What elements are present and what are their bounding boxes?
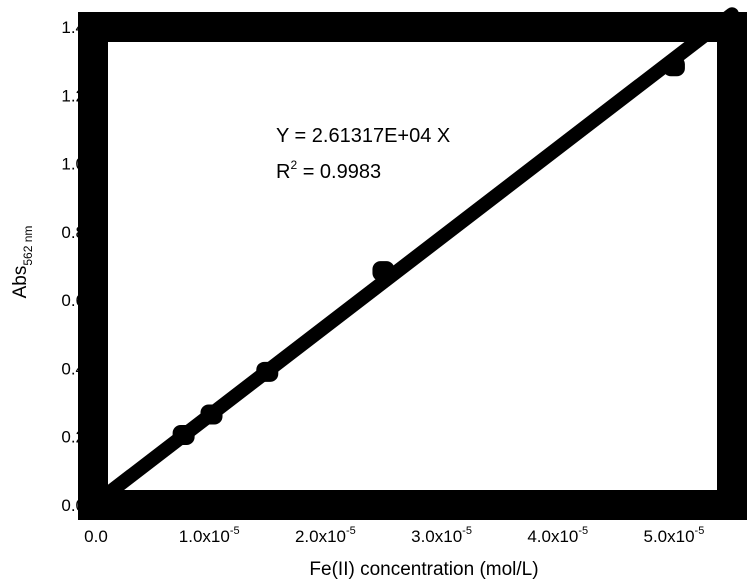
x-tick-label: 5.0x10-5	[643, 525, 704, 546]
r2-exponent: 2	[290, 158, 297, 172]
plot-frame	[78, 12, 747, 520]
y-tick-label: 1.0	[61, 155, 85, 174]
r2-value: = 0.9983	[297, 161, 381, 183]
data-points	[172, 56, 685, 446]
y-tick-label: 0.0	[61, 496, 85, 515]
y-tick-label: 0.6	[61, 291, 85, 310]
y-tick-label: 0.8	[61, 223, 85, 242]
x-tick-label: 1.0x10-5	[179, 525, 240, 546]
r2-prefix: R	[276, 161, 290, 183]
x-axis-label: Fe(II) concentration (mol/L)	[309, 559, 538, 580]
y-tick-label: 0.4	[61, 359, 85, 378]
x-tick-label: 3.0x10-5	[411, 525, 472, 546]
y-tick-label: 0.2	[61, 428, 85, 447]
x-tick-label: 2.0x10-5	[295, 525, 356, 546]
y-axis-label: Abs562 nm	[10, 226, 35, 299]
data-point-2	[200, 404, 223, 425]
y-axis-label-sub: 562 nm	[21, 226, 35, 266]
fit-line	[86, 7, 739, 512]
y-tick-label: 1.4	[61, 18, 85, 37]
fit-line-group	[86, 7, 739, 512]
y-axis-label-main: Abs	[10, 266, 31, 299]
fit-r-squared: R2 = 0.9983	[276, 158, 381, 183]
x-tick-labels: 0.0 1.0x10-5 2.0x10-5 3.0x10-5 4.0x10-5 5.0x1…	[84, 525, 704, 546]
y-tick-labels: 0.0 0.2 0.4 0.6 0.8 1.0 1.2 1.4	[61, 18, 85, 515]
data-point-3	[256, 361, 279, 382]
data-point-4	[372, 261, 395, 282]
data-point-1	[172, 425, 195, 446]
x-tick-label: 4.0x10-5	[527, 525, 588, 546]
fit-equation: Y = 2.61317E+04 X	[276, 125, 450, 147]
plot-border	[78, 12, 747, 520]
y-tick-label: 1.2	[61, 86, 85, 105]
data-point-5	[662, 56, 685, 77]
x-tick-label: 0.0	[84, 527, 108, 546]
